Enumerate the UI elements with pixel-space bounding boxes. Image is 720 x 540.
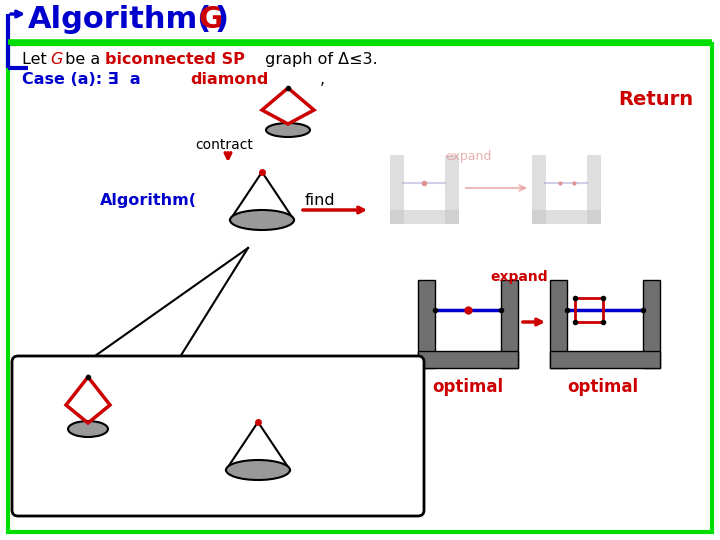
Ellipse shape xyxy=(266,123,310,137)
Text: diamond: diamond xyxy=(190,72,269,87)
Bar xyxy=(587,155,600,223)
Bar xyxy=(643,280,660,368)
Text: expand: expand xyxy=(445,150,491,163)
Bar xyxy=(445,155,458,223)
Text: Return: Return xyxy=(618,90,693,109)
FancyBboxPatch shape xyxy=(8,44,712,532)
Text: biconnected SP: biconnected SP xyxy=(105,52,245,67)
Text: optimal: optimal xyxy=(567,378,638,396)
Text: G: G xyxy=(50,52,63,67)
Bar xyxy=(501,280,518,368)
Text: optimal: optimal xyxy=(432,378,503,396)
Bar xyxy=(550,280,567,368)
Text: Let: Let xyxy=(22,52,52,67)
Text: expand: expand xyxy=(490,270,548,284)
Bar xyxy=(390,155,403,223)
Text: ,: , xyxy=(320,72,325,87)
Bar xyxy=(550,351,660,368)
Text: Algorithm(: Algorithm( xyxy=(100,193,197,208)
Bar xyxy=(418,351,518,368)
Text: Case (a): ∃  a: Case (a): ∃ a xyxy=(22,72,152,87)
Text: Recur G to a smaller one: Recur G to a smaller one xyxy=(22,490,245,505)
Text: be a: be a xyxy=(60,52,105,67)
Bar xyxy=(532,155,545,223)
Text: Algorithm(: Algorithm( xyxy=(28,5,212,34)
Text: graph of Δ≤3.: graph of Δ≤3. xyxy=(260,52,377,67)
Ellipse shape xyxy=(230,210,294,230)
Ellipse shape xyxy=(68,421,108,437)
Text: G: G xyxy=(198,5,223,34)
Ellipse shape xyxy=(226,460,290,480)
FancyBboxPatch shape xyxy=(12,356,424,516)
Text: ): ) xyxy=(215,5,229,34)
Text: find: find xyxy=(305,193,336,208)
Text: contract: contract xyxy=(195,138,253,152)
Bar xyxy=(390,210,458,223)
Bar xyxy=(418,280,435,368)
Bar xyxy=(532,210,600,223)
Bar xyxy=(575,298,603,322)
